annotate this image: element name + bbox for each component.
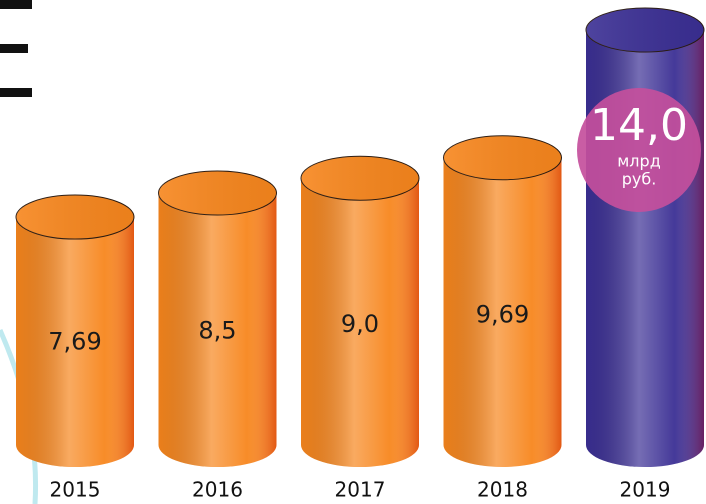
value-badge: [577, 88, 701, 212]
bar-shade: [301, 178, 419, 467]
bar-group: [585, 7, 705, 467]
bar-shade: [443, 157, 562, 467]
x-tick-label: 2015: [50, 478, 101, 502]
value-label: 14,0: [590, 100, 688, 151]
bar-top-shade: [586, 8, 704, 52]
bar-top-shade: [16, 195, 134, 240]
value-label: 7,69: [48, 327, 101, 355]
bar-group: [158, 170, 277, 467]
annotation: млрд: [617, 152, 661, 171]
x-tick-label: 2017: [335, 478, 386, 502]
bar-top-shade: [301, 156, 419, 201]
x-tick-label: 2019: [620, 478, 671, 502]
bar-top-shade: [158, 171, 277, 216]
glyph-stroke: [0, 88, 32, 97]
bar-group: [443, 135, 562, 467]
value-label: 9,0: [341, 310, 379, 338]
glyph-stroke: [0, 0, 32, 9]
glyph-stroke: [0, 44, 28, 53]
bar-group: [15, 194, 135, 467]
x-tick-label: 2016: [192, 478, 243, 502]
x-tick-label: 2018: [477, 478, 528, 502]
value-label: 8,5: [198, 317, 236, 345]
value-label: 9,69: [476, 301, 529, 329]
bar-top-shade: [443, 135, 562, 180]
bar-shade: [158, 193, 277, 467]
annotation: руб.: [622, 170, 657, 189]
bar-group: [300, 155, 420, 467]
bar-shade: [16, 217, 134, 467]
